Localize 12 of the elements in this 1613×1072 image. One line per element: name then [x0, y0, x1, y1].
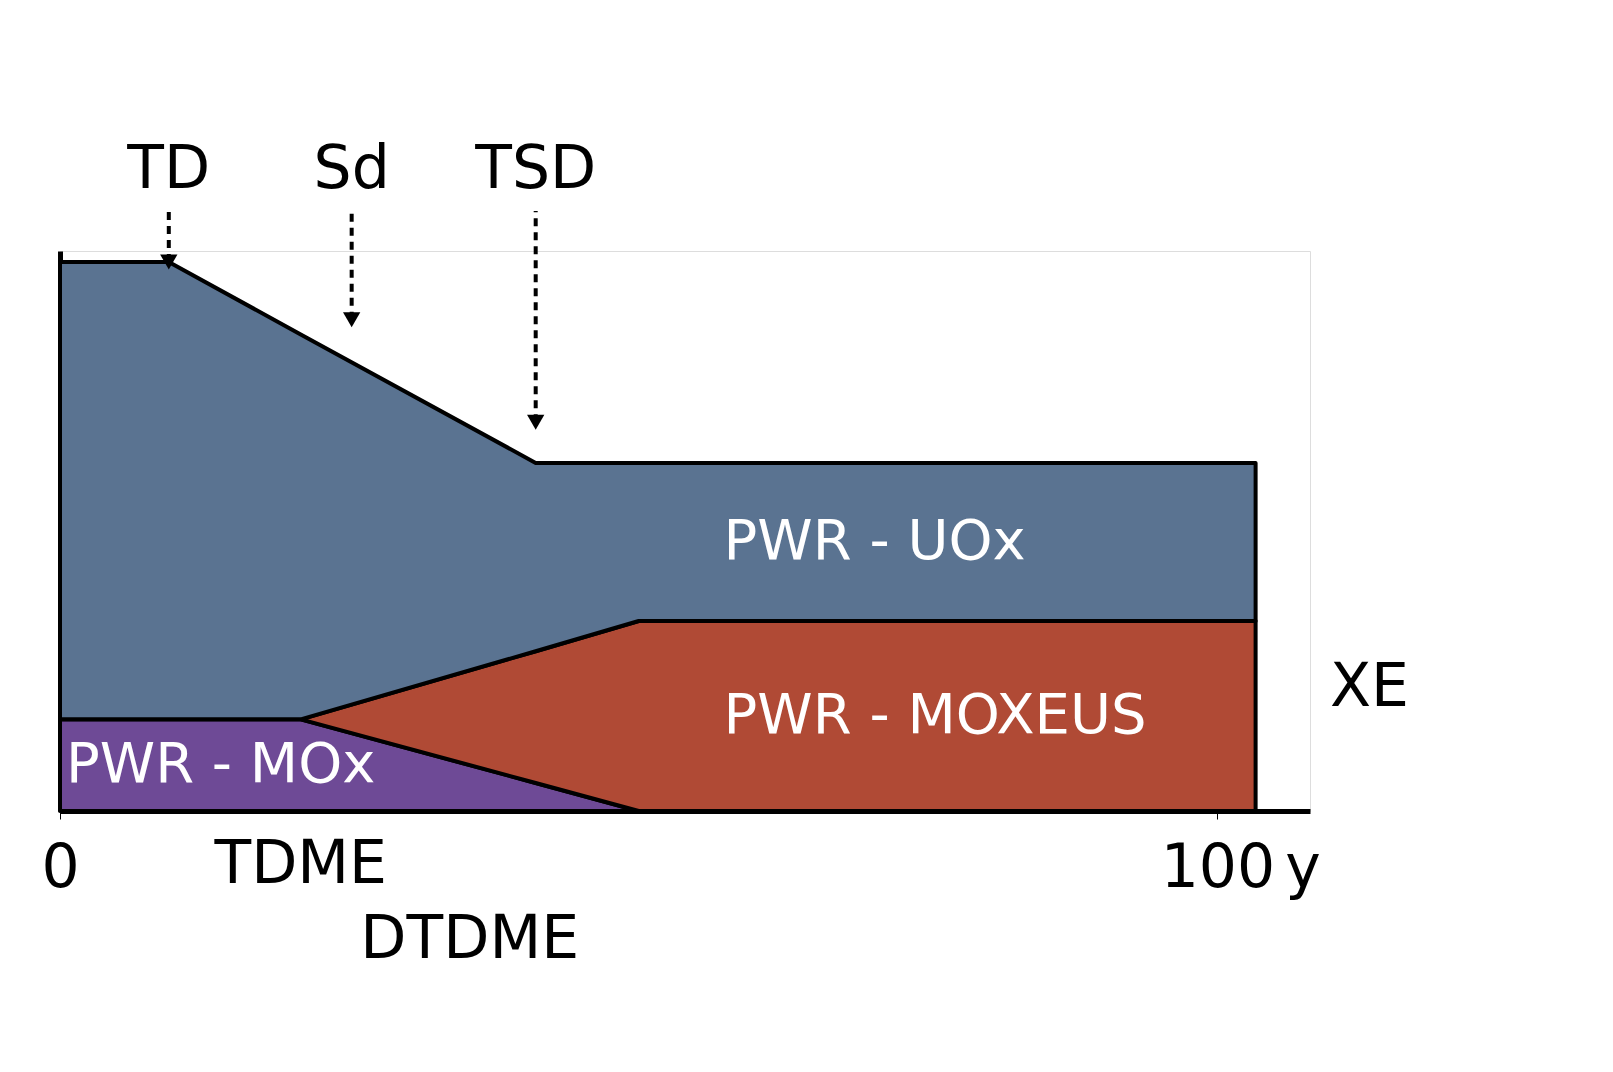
- annotation: TDME: [213, 827, 388, 897]
- text: XE: [1330, 649, 1410, 720]
- x-tick-label: 100: [1160, 830, 1276, 901]
- annotation: DTDME: [360, 902, 580, 972]
- series-label: PWR - MOx: [66, 730, 376, 796]
- series-label: PWR - UOx: [723, 506, 1026, 572]
- series-label: PWR - MOXEUS: [723, 681, 1147, 747]
- annotation: TSD: [474, 132, 597, 202]
- x-axis-title: y: [1285, 830, 1321, 901]
- annotation: TD: [126, 132, 211, 202]
- annotation: Sd: [313, 132, 390, 202]
- x-tick-label: 0: [41, 830, 80, 901]
